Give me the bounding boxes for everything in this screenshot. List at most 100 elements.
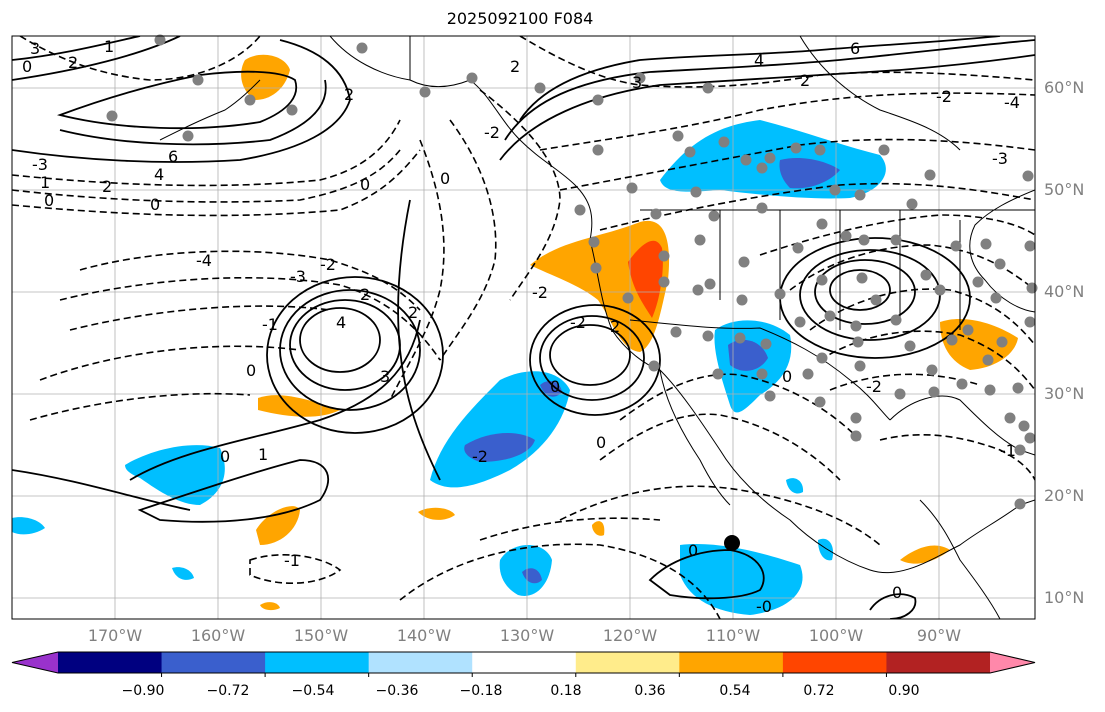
colorbar-outline (11, 651, 1036, 674)
contour-label: -2 (866, 377, 882, 396)
contour-label: 0 (150, 195, 160, 214)
contour-labels: -3 1 2 0 6 4 3 1 2 0 0 -4 -3 -2 2 4 3 2 … (22, 37, 1020, 616)
colorbar-tick-label: 0.72 (803, 683, 835, 699)
lon-label: 140°W (396, 626, 452, 645)
lat-label: 50°N (1044, 180, 1085, 199)
colorbar-segment (575, 652, 680, 673)
lat-label: 20°N (1044, 486, 1085, 505)
contour-label: -2 (472, 447, 488, 466)
lon-label: 170°W (87, 626, 143, 645)
positive-anomaly-region (592, 521, 605, 536)
lon-label: 100°W (808, 626, 864, 645)
colorbar-segment (161, 652, 266, 673)
positive-anomaly-region (258, 395, 340, 417)
lon-label: 150°W (293, 626, 349, 645)
contour-label: 2 (408, 303, 418, 322)
strong-negative-anomaly-region (464, 433, 535, 462)
contour-label: 0 (688, 541, 698, 560)
colorbar-segment (886, 652, 991, 673)
solid-contours (12, 36, 1035, 619)
lat-label: 60°N (1044, 78, 1085, 97)
colorbar-tick-label: −0.18 (459, 683, 503, 699)
contour-label: 0 (360, 175, 370, 194)
contour-label: -0 (756, 597, 772, 616)
lat-label: 10°N (1044, 588, 1085, 607)
colorbar-tick-label: −0.54 (291, 683, 335, 699)
contour-label: 2 (510, 57, 520, 76)
contour-label: 0 (550, 377, 560, 396)
contour-label: 0 (596, 433, 606, 452)
positive-anomaly-region (260, 602, 280, 611)
negative-anomaly-region (680, 544, 803, 615)
contour-label: 0 (440, 169, 450, 188)
contour-label: 0 (22, 57, 32, 76)
contour-label: -3 (290, 267, 306, 286)
colorbar-extend-low (12, 652, 58, 673)
colorbar-tick-label: 0.90 (888, 683, 920, 699)
map-frame (11, 35, 1036, 620)
colorbar-segment (472, 652, 577, 673)
contour-label: -3 (32, 155, 48, 174)
negative-anomaly-region (430, 371, 570, 488)
dashed-contours (12, 36, 1035, 619)
positive-anomaly-region (241, 54, 290, 100)
colorbar-segment (58, 652, 163, 673)
contour-label: -2 (484, 123, 500, 142)
colorbar-tick-label: 0.36 (634, 683, 666, 699)
strong-negative-anomaly-region (779, 158, 840, 189)
contour-label: 0 (782, 367, 792, 386)
contour-label: -1 (1000, 441, 1016, 460)
lon-label: 110°W (705, 626, 761, 645)
contour-label: 2 (344, 85, 354, 104)
contour-label: -1 (284, 551, 300, 570)
contour-label: 2 (360, 285, 370, 304)
contour-label: -2 (532, 283, 548, 302)
location-marker (724, 535, 740, 551)
strong-negative-anomaly-region (540, 380, 562, 397)
contour-label: 1 (40, 173, 50, 192)
colorbar (11, 651, 1036, 677)
colorbar-tick-label: −0.36 (375, 683, 419, 699)
contour-label: -2 (570, 313, 586, 332)
contour-label: 0 (220, 447, 230, 466)
lon-label: 90°W (916, 626, 962, 645)
contour-label: 2 (800, 71, 810, 90)
colorbar-segment (368, 652, 473, 673)
contour-label: 6 (168, 147, 178, 166)
contour-label: 4 (754, 51, 764, 70)
contour-label: 0 (44, 191, 54, 210)
contour-label: -2 (320, 255, 336, 274)
anomaly-shading (12, 54, 1018, 615)
positive-anomaly-region (900, 545, 950, 564)
lat-label: 40°N (1044, 282, 1085, 301)
station-markers (106, 34, 1038, 510)
contour-label: -4 (196, 251, 212, 270)
strong-positive-anomaly-region (628, 240, 663, 318)
lon-label: 160°W (190, 626, 246, 645)
map-title: 2025092100 F084 (446, 9, 594, 28)
lat-label: 30°N (1044, 384, 1085, 403)
positive-anomaly-region (940, 318, 1018, 370)
colorbar-tick-label: −0.90 (121, 683, 165, 699)
contour-label: 1 (258, 445, 268, 464)
positive-anomaly-region (256, 506, 300, 545)
negative-anomaly-region (12, 517, 45, 535)
colorbar-segment (782, 652, 887, 673)
lon-label: 130°W (499, 626, 555, 645)
contour-label: 3 (380, 367, 390, 386)
contour-label: 3 (632, 73, 642, 92)
colorbar-extend-high (990, 652, 1035, 673)
contour-label: 2 (610, 317, 620, 336)
negative-anomaly-region (172, 567, 194, 580)
colorbar-segment (265, 652, 370, 673)
colorbar-tick-label: 0.54 (719, 683, 751, 699)
lon-label: 120°W (602, 626, 658, 645)
strong-negative-anomaly-region (728, 339, 768, 371)
contour-label: -2 (936, 87, 952, 106)
colorbar-tick-label: −0.72 (206, 683, 250, 699)
negative-anomaly-region (818, 538, 834, 561)
negative-anomaly-region (786, 478, 804, 494)
contour-label: 2 (68, 53, 78, 72)
contour-label: 4 (336, 313, 346, 332)
